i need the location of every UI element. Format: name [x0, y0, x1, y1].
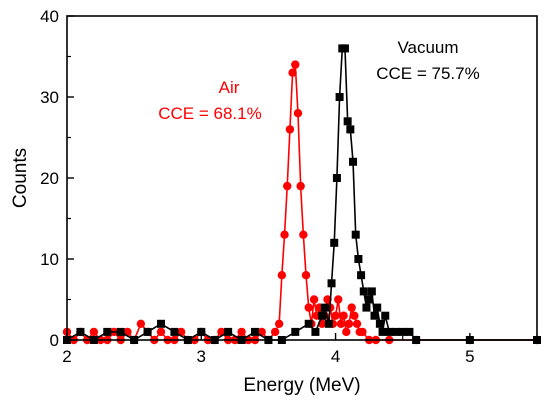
air-data-point — [336, 319, 346, 328]
x-tick-label: 5 — [465, 347, 474, 366]
air-data-point — [342, 327, 351, 337]
vacuum-data-point — [157, 319, 165, 328]
air-series-line — [66, 63, 537, 341]
vacuum-data-point — [332, 174, 341, 182]
air-data-point — [301, 271, 311, 280]
vacuum-data-point — [359, 287, 368, 296]
vacuum-data-point — [76, 327, 85, 336]
vacuum-data-point — [373, 303, 382, 312]
y-tick-label: 0 — [50, 331, 59, 350]
air-data-point — [136, 319, 146, 328]
x-axis-title: Energy (MeV) — [243, 375, 360, 396]
vacuum-data-point — [330, 238, 339, 247]
air-data-point — [296, 181, 305, 191]
air-data-point — [283, 181, 292, 191]
vacuum-data-point — [224, 327, 233, 336]
air-data-point — [347, 303, 356, 312]
air-data-point — [280, 230, 289, 239]
air-data-point — [331, 311, 340, 320]
air-data-point — [304, 303, 313, 312]
air-data-point — [285, 125, 295, 134]
y-tick-label: 30 — [40, 88, 59, 107]
vacuum-data-point — [362, 303, 371, 312]
air-series-label: Air — [219, 78, 240, 97]
vacuum-data-point — [365, 295, 374, 304]
air-data-point — [237, 327, 246, 337]
vacuum-data-point — [349, 157, 358, 166]
air-data-point — [288, 68, 297, 77]
vacuum-data-point — [340, 44, 349, 53]
plot-area — [62, 44, 542, 345]
vacuum-cce-label: CCE = 75.7% — [376, 64, 479, 83]
air-data-point — [339, 311, 348, 320]
vacuum-data-point — [251, 327, 259, 336]
air-data-point — [293, 109, 303, 118]
vacuum-data-point — [116, 327, 125, 336]
vacuum-series-line — [66, 47, 537, 341]
vacuum-data-point — [351, 230, 360, 239]
vacuum-data-point — [385, 327, 394, 336]
vacuum-data-point — [343, 117, 352, 126]
vacuum-data-point — [405, 327, 414, 336]
vacuum-series-label: Vacuum — [397, 38, 458, 57]
air-data-point — [89, 327, 99, 337]
air-series — [62, 60, 542, 345]
air-data-point — [350, 311, 359, 320]
x-tick-label: 3 — [197, 347, 206, 366]
y-tick-label: 40 — [40, 7, 59, 26]
vacuum-data-point — [346, 125, 355, 134]
vacuum-data-point — [311, 327, 320, 336]
vacuum-data-point — [370, 311, 379, 320]
vacuum-data-point — [304, 319, 313, 328]
vacuum-data-point — [378, 327, 387, 336]
air-data-point — [277, 271, 287, 280]
x-tick-label: 2 — [62, 347, 71, 366]
air-data-point — [274, 319, 284, 328]
vacuum-data-point — [170, 327, 179, 336]
air-data-point — [334, 295, 343, 304]
vacuum-data-point — [367, 287, 376, 296]
air-data-point — [299, 230, 308, 239]
y-axis-title: Counts — [10, 148, 31, 208]
vacuum-data-point — [143, 327, 152, 336]
air-data-point — [270, 327, 280, 337]
air-data-point — [352, 319, 362, 328]
vacuum-data-point — [398, 327, 407, 336]
vacuum-data-point — [103, 327, 112, 336]
vacuum-data-point — [392, 327, 400, 336]
vacuum-data-point — [320, 303, 329, 312]
x-tick-label: 4 — [331, 347, 340, 366]
y-tick-label: 20 — [40, 169, 59, 188]
air-data-point — [344, 319, 354, 328]
vacuum-series — [63, 44, 541, 344]
vacuum-data-point — [381, 311, 390, 320]
vacuum-data-point — [354, 255, 363, 263]
vacuum-data-point — [291, 327, 300, 336]
vacuum-data-point — [318, 311, 327, 320]
air-data-point — [309, 295, 319, 304]
axis-ticks: 2 3 4 5 0 10 20 30 40 — [40, 7, 475, 366]
air-data-point — [358, 327, 367, 337]
vacuum-data-point — [375, 319, 384, 328]
vacuum-data-point — [357, 271, 366, 280]
y-tick-label: 10 — [40, 250, 59, 269]
vacuum-data-point — [324, 319, 333, 328]
air-data-point — [291, 60, 300, 69]
vacuum-data-point — [197, 327, 206, 336]
air-cce-label: CCE = 68.1% — [158, 104, 261, 123]
air-data-point — [156, 327, 166, 337]
vacuum-data-point — [335, 93, 344, 101]
vacuum-data-point — [327, 279, 336, 288]
